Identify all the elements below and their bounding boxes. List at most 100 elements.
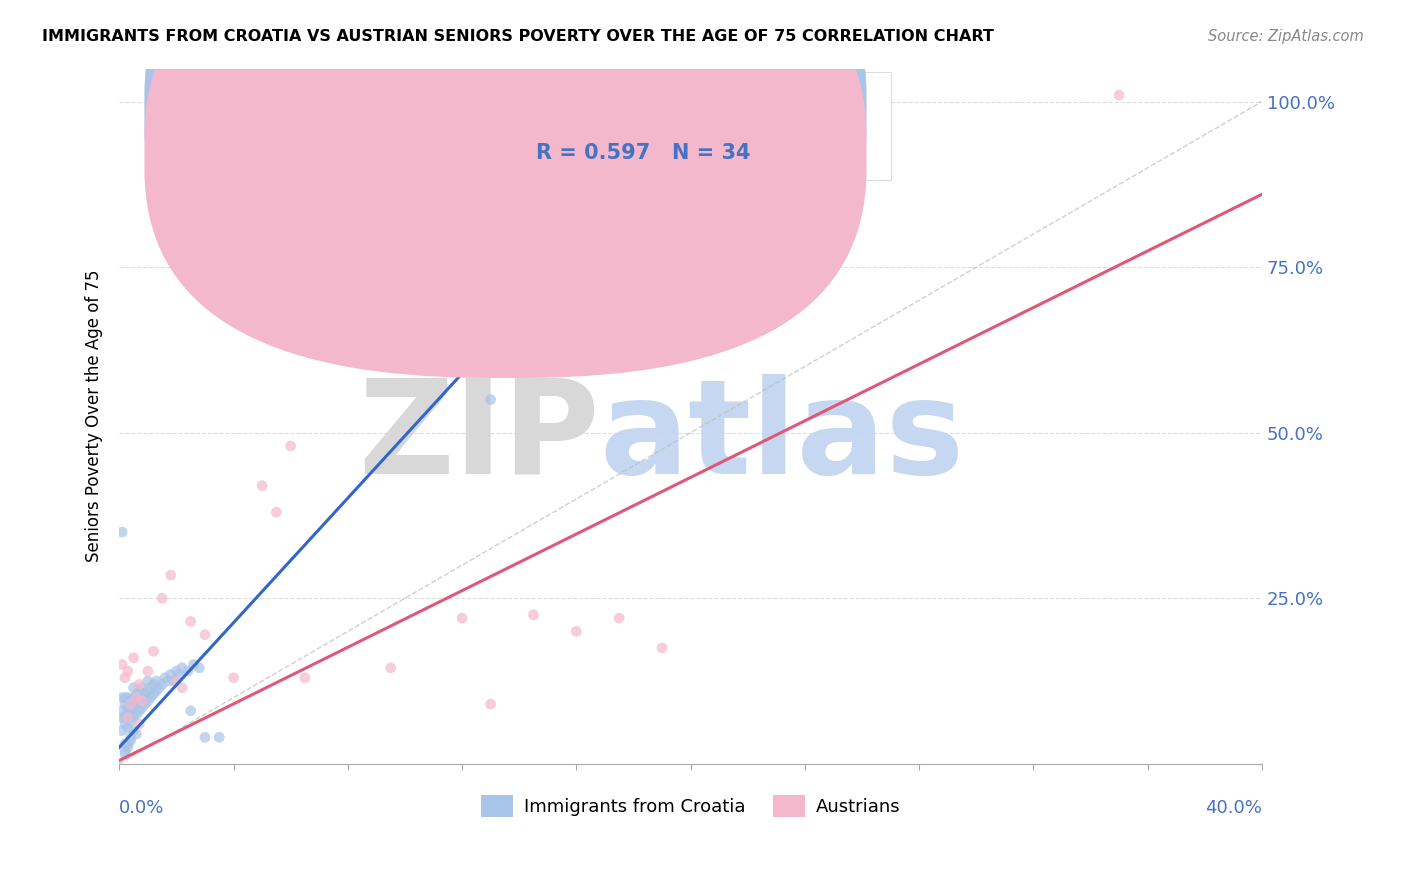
Point	[131, 690, 153, 705]
Point	[136, 694, 159, 708]
Point	[380, 661, 402, 675]
Point	[117, 737, 139, 751]
Point	[125, 727, 148, 741]
FancyBboxPatch shape	[145, 0, 866, 336]
Point	[136, 664, 159, 678]
Point	[120, 697, 142, 711]
Point	[136, 684, 159, 698]
Point	[136, 674, 159, 689]
Point	[122, 700, 145, 714]
Point	[128, 717, 150, 731]
Point	[125, 707, 148, 722]
Point	[117, 720, 139, 734]
Point	[131, 681, 153, 695]
Point	[145, 684, 167, 698]
FancyBboxPatch shape	[145, 0, 866, 378]
Point	[122, 690, 145, 705]
Point	[1108, 88, 1130, 103]
Point	[111, 524, 134, 539]
Text: 0.0%: 0.0%	[120, 798, 165, 816]
Point	[128, 704, 150, 718]
Point	[120, 714, 142, 728]
Point	[128, 677, 150, 691]
Point	[159, 568, 181, 582]
Point	[111, 690, 134, 705]
Legend: Immigrants from Croatia, Austrians: Immigrants from Croatia, Austrians	[474, 788, 908, 824]
Point	[479, 697, 502, 711]
Point	[172, 681, 194, 695]
Point	[142, 644, 165, 658]
Point	[131, 694, 153, 708]
Point	[114, 737, 136, 751]
Point	[117, 710, 139, 724]
Point	[148, 681, 170, 695]
FancyBboxPatch shape	[468, 72, 890, 180]
Point	[114, 710, 136, 724]
Point	[120, 731, 142, 745]
Point	[114, 690, 136, 705]
Point	[120, 694, 142, 708]
Point	[128, 684, 150, 698]
Point	[183, 657, 205, 672]
Point	[117, 690, 139, 705]
Point	[165, 664, 187, 678]
Point	[122, 710, 145, 724]
Point	[111, 723, 134, 738]
Point	[194, 628, 217, 642]
Point	[134, 687, 156, 701]
Point	[294, 671, 316, 685]
Y-axis label: Seniors Poverty Over the Age of 75: Seniors Poverty Over the Age of 75	[86, 270, 103, 563]
Point	[111, 710, 134, 724]
Point	[117, 700, 139, 714]
Point	[114, 743, 136, 757]
Point	[172, 661, 194, 675]
Point	[114, 717, 136, 731]
Point	[117, 664, 139, 678]
Point	[479, 392, 502, 407]
Point	[139, 681, 162, 695]
Point	[134, 697, 156, 711]
Point	[250, 479, 273, 493]
Point	[180, 704, 202, 718]
Point	[522, 607, 544, 622]
Point	[131, 700, 153, 714]
Point	[180, 615, 202, 629]
Point	[153, 671, 176, 685]
Point	[150, 677, 173, 691]
Point	[128, 694, 150, 708]
Point	[142, 687, 165, 701]
Point	[336, 350, 359, 364]
Point	[122, 681, 145, 695]
Point	[142, 677, 165, 691]
Point	[139, 690, 162, 705]
Text: ZIP: ZIP	[357, 374, 599, 500]
Point	[266, 505, 288, 519]
Point	[208, 731, 231, 745]
Point	[565, 624, 588, 639]
Point	[177, 664, 200, 678]
Point	[125, 690, 148, 705]
Point	[451, 611, 474, 625]
Text: R = 0.649   N = 65: R = 0.649 N = 65	[536, 101, 751, 121]
Point	[451, 201, 474, 215]
Point	[120, 733, 142, 747]
Point	[394, 303, 416, 318]
Text: atlas: atlas	[599, 374, 965, 500]
Point	[222, 671, 245, 685]
Point	[651, 640, 673, 655]
Point	[122, 651, 145, 665]
Point	[114, 747, 136, 761]
Point	[156, 674, 179, 689]
Point	[194, 731, 217, 745]
Text: Source: ZipAtlas.com: Source: ZipAtlas.com	[1208, 29, 1364, 44]
Point	[117, 707, 139, 722]
Point	[117, 740, 139, 755]
Point	[165, 674, 187, 689]
Point	[120, 704, 142, 718]
Point	[111, 704, 134, 718]
Point	[167, 667, 190, 681]
Point	[114, 697, 136, 711]
Point	[114, 671, 136, 685]
Point	[150, 591, 173, 606]
Point	[111, 657, 134, 672]
